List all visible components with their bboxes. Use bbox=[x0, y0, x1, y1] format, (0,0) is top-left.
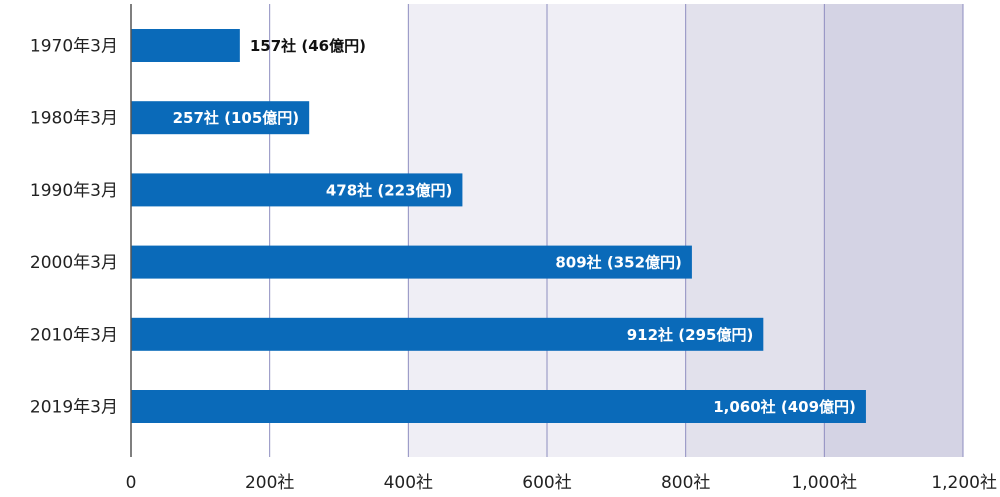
x-tick-label-2: 400社 bbox=[384, 473, 433, 493]
category-label-2: 1990年3月 bbox=[30, 181, 118, 201]
x-tick-label-5: 1,000社 bbox=[791, 473, 857, 493]
x-tick-label-4: 800社 bbox=[661, 473, 710, 493]
category-label-5: 2019年3月 bbox=[30, 398, 118, 418]
x-tick-label-6: 1,200社 bbox=[931, 473, 997, 493]
bar-1 bbox=[131, 101, 310, 135]
data-label-0: 157社 (46億円) bbox=[250, 37, 366, 55]
category-label-4: 2010年3月 bbox=[30, 325, 118, 345]
bar-4 bbox=[131, 317, 764, 351]
background-band-1000-1200 bbox=[824, 4, 963, 457]
x-tick-label-1: 200社 bbox=[245, 473, 294, 493]
data-label-1: 257社 (105億円) bbox=[173, 109, 300, 127]
background-band-800-1000 bbox=[685, 4, 825, 457]
category-label-3: 2000年3月 bbox=[30, 253, 118, 273]
x-tick-label-0: 0 bbox=[126, 473, 137, 493]
category-label-1: 1980年3月 bbox=[30, 109, 118, 129]
bar-5 bbox=[131, 390, 866, 423]
bar-0 bbox=[131, 29, 240, 62]
category-label-0: 1970年3月 bbox=[30, 37, 118, 57]
data-label-2: 478社 (223億円) bbox=[326, 181, 453, 199]
bar-3 bbox=[131, 245, 692, 279]
data-label-4: 912社 (295億円) bbox=[627, 326, 754, 344]
bar-2 bbox=[131, 173, 463, 207]
data-label-3: 809社 (352億円) bbox=[555, 254, 682, 272]
x-tick-label-3: 600社 bbox=[522, 473, 571, 493]
data-label-5: 1,060社 (409億円) bbox=[713, 398, 856, 416]
